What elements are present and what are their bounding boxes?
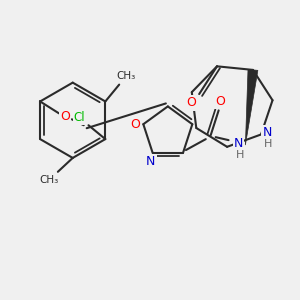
Text: H: H (264, 140, 272, 149)
Text: O: O (216, 95, 226, 108)
Text: CH₃: CH₃ (39, 175, 58, 185)
Text: O: O (60, 110, 70, 123)
Text: N: N (146, 155, 155, 168)
Text: N: N (234, 136, 243, 150)
Polygon shape (245, 70, 258, 145)
Text: CH₃: CH₃ (116, 71, 136, 81)
Text: H: H (236, 150, 244, 160)
Text: O: O (186, 97, 196, 110)
Text: Cl: Cl (74, 111, 85, 124)
Text: O: O (130, 118, 140, 131)
Text: N: N (262, 126, 272, 139)
